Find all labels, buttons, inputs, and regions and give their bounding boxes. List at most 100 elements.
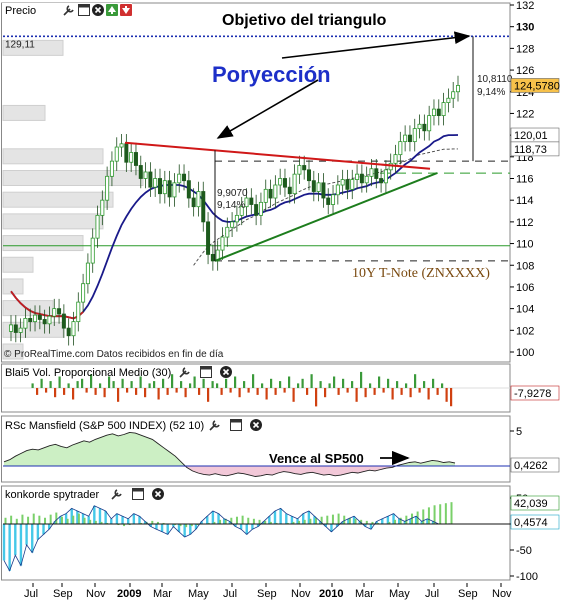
konkorde-blue-value: 0,4574 [514, 517, 548, 529]
volume-bar [351, 381, 354, 388]
candle-body [234, 214, 239, 223]
candle-body [379, 178, 384, 184]
x-tick-label: Sep [458, 588, 478, 600]
candle-body [143, 171, 148, 179]
x-tick-label: Sep [53, 588, 73, 600]
konkorde-settings-icon[interactable] [111, 489, 122, 500]
candle-body [114, 146, 119, 162]
volume-bar [40, 378, 43, 388]
candle-body [220, 236, 225, 251]
candle-body [157, 178, 162, 195]
candle-body [306, 169, 311, 182]
volume-bar [243, 381, 246, 388]
price-tick-label: 110 [516, 239, 534, 251]
mansfield-tick-label: 5 [516, 426, 522, 438]
candle-body [230, 221, 235, 228]
volume-bar [175, 388, 178, 393]
volume-bar [306, 388, 309, 395]
price-move-up-icon-glyph [108, 6, 116, 14]
candle-body [446, 97, 451, 103]
volume-bar [436, 388, 439, 395]
volume-bar [198, 388, 201, 395]
volume-close-icon[interactable] [220, 366, 232, 378]
price-tick-label: 102 [516, 325, 534, 337]
price-close-icon-glyph [94, 6, 102, 14]
candle-body [148, 171, 153, 188]
price-tick-label: 104 [516, 304, 534, 316]
volume-bar [346, 388, 349, 393]
volume-bar [364, 388, 367, 398]
candle-body [282, 178, 287, 188]
price-maximize-icon[interactable] [78, 4, 90, 16]
volume-bar [301, 378, 304, 388]
target-level-label: 129,11 [5, 39, 35, 50]
price-tick-label: 116 [516, 174, 534, 186]
candle-body [124, 143, 129, 163]
volume-profile-bar [2, 278, 24, 295]
volume-bar [319, 381, 322, 388]
volume-settings-icon[interactable] [179, 367, 190, 378]
ma-fast-line [10, 134, 459, 320]
volume-bar [135, 388, 138, 395]
price-tick-label: 106 [516, 282, 534, 294]
mansfield-last-value: 0,4262 [514, 460, 548, 472]
volume-value-box [510, 385, 560, 401]
x-tick-label: Mar [153, 588, 172, 600]
candle-body [37, 314, 42, 320]
candle-body [355, 173, 360, 180]
volume-bar [270, 378, 273, 388]
konkorde-maximize-icon[interactable] [132, 488, 144, 500]
candle-body [95, 214, 100, 239]
volume-bar [445, 388, 448, 402]
volume-bar [256, 388, 259, 395]
volume-bar [45, 388, 48, 393]
last-price-tag-box [510, 78, 560, 93]
target-annotation: Objetivo del triangulo [222, 12, 387, 29]
candle-body [350, 179, 355, 190]
x-tick-label: Jul [223, 588, 237, 600]
volume-bar [360, 371, 363, 388]
candle-body [129, 152, 134, 163]
price-settings-icon[interactable] [63, 5, 74, 16]
volume-bar [157, 388, 160, 400]
ma-slow-tag: 118,73 [514, 144, 547, 156]
target-arrow [281, 31, 471, 59]
volume-bar [450, 388, 453, 407]
volume-bar [63, 388, 66, 395]
mansfield-close-icon[interactable] [250, 419, 262, 431]
konkorde-tick-label: -100 [516, 571, 538, 583]
candle-body [33, 314, 38, 323]
konkorde-close-icon[interactable] [152, 488, 164, 500]
volume-bar [324, 388, 327, 398]
volume-profile-bar [2, 235, 84, 252]
volume-bar [189, 383, 192, 388]
price-move-down-icon[interactable] [120, 4, 132, 16]
mansfield-settings-icon[interactable] [209, 420, 220, 431]
volume-bar [261, 383, 264, 388]
mansfield-maximize-icon[interactable] [230, 419, 242, 431]
candle-body [71, 321, 76, 337]
volume-bar [292, 388, 295, 402]
volume-bar [247, 388, 250, 393]
volume-bar [274, 388, 277, 395]
volume-bar [238, 388, 241, 398]
price-close-icon[interactable] [92, 4, 104, 16]
candle-body [239, 206, 244, 216]
volume-profile-bar [2, 256, 34, 273]
volume-maximize-icon[interactable] [200, 366, 212, 378]
volume-bar [126, 388, 129, 393]
volume-bar [252, 374, 255, 388]
konkorde-blue-value-box [510, 514, 560, 530]
konkorde-close-icon-glyph [154, 490, 162, 498]
candle-body [441, 102, 446, 117]
ma-red-segment [10, 290, 84, 320]
volume-bar [315, 388, 318, 407]
candle-body [119, 143, 124, 148]
watermark: © ProRealTime.com Datos recibidos en fin… [4, 349, 224, 360]
volume-bar [103, 388, 106, 398]
price-move-up-icon[interactable] [106, 4, 118, 16]
x-tick-label: May [188, 588, 209, 600]
candle-body [455, 85, 460, 93]
candle-body [278, 178, 283, 186]
volume-bar [355, 388, 358, 402]
